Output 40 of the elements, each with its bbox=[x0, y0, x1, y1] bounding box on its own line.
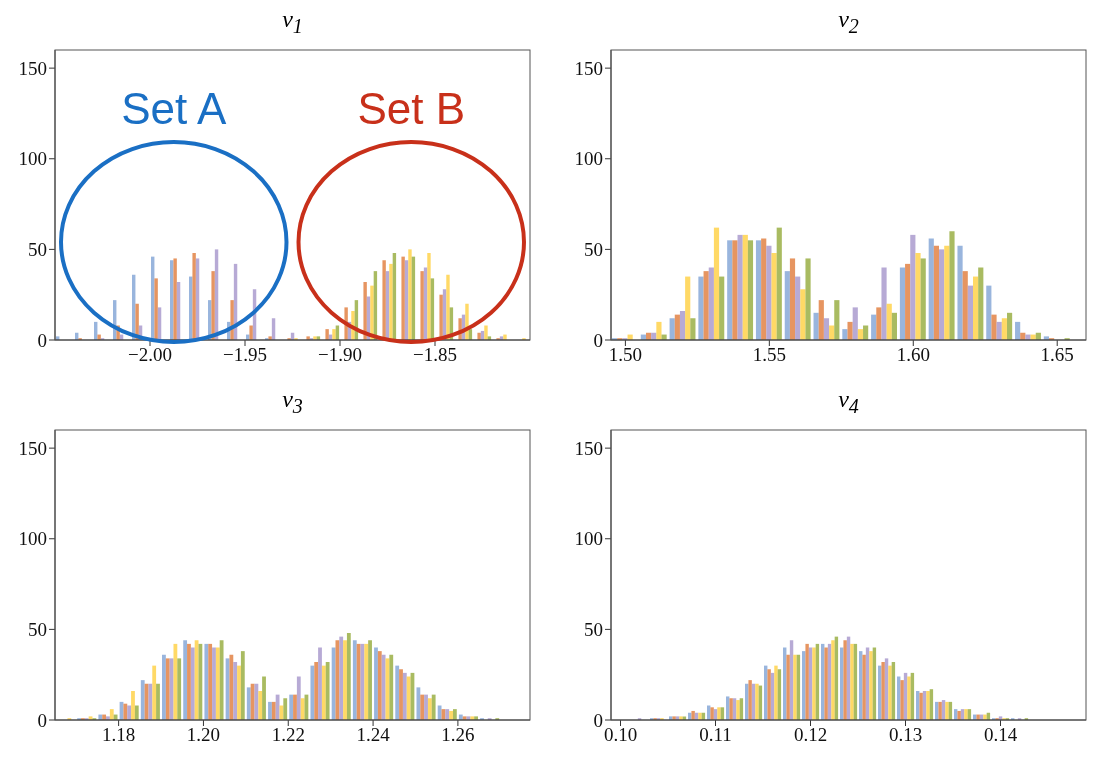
x-tick-label: 1.24 bbox=[356, 724, 391, 746]
y-tick-label: 0 bbox=[37, 709, 47, 731]
y-tick-label: 100 bbox=[574, 148, 603, 170]
x-tick-label: −1.90 bbox=[318, 344, 362, 366]
x-tick-label: 1.55 bbox=[752, 344, 786, 366]
y-tick-label: 0 bbox=[593, 709, 603, 731]
chart-title: v$_{1}$ bbox=[281, 6, 304, 39]
annotation: Set B bbox=[357, 84, 466, 133]
x-tick-label: 1.60 bbox=[896, 344, 930, 366]
annotation: Set A bbox=[121, 84, 227, 133]
chart-title: v$_{2}$ bbox=[837, 6, 860, 39]
y-tick-label: 50 bbox=[28, 239, 47, 261]
x-tick-label: 0.13 bbox=[888, 724, 923, 746]
x-tick-label: −1.85 bbox=[413, 344, 457, 366]
x-tick-label: 1.26 bbox=[441, 724, 475, 746]
x-tick-label: 1.20 bbox=[186, 724, 221, 746]
y-tick-label: 50 bbox=[28, 619, 47, 641]
y-tick-label: 50 bbox=[584, 619, 603, 641]
y-tick-label: 100 bbox=[18, 528, 47, 550]
y-tick-label: 100 bbox=[574, 528, 603, 550]
chart-title: v$_{4}$ bbox=[837, 386, 860, 419]
chart-title: v$_{3}$ bbox=[281, 386, 304, 419]
x-tick-label: 0.11 bbox=[699, 724, 732, 746]
x-tick-label: −1.95 bbox=[223, 344, 267, 366]
x-tick-label: 1.50 bbox=[608, 344, 643, 366]
x-tick-label: 0.12 bbox=[793, 724, 828, 746]
x-tick-label: 1.18 bbox=[101, 724, 136, 746]
y-tick-label: 50 bbox=[584, 239, 603, 261]
x-tick-label: 1.65 bbox=[1040, 344, 1074, 366]
x-tick-label: −2.00 bbox=[128, 344, 172, 366]
y-tick-label: 100 bbox=[18, 148, 47, 170]
y-tick-label: 150 bbox=[18, 57, 47, 79]
y-tick-label: 0 bbox=[37, 329, 47, 351]
y-tick-label: 150 bbox=[574, 437, 603, 459]
y-tick-label: 0 bbox=[593, 329, 603, 351]
y-tick-label: 150 bbox=[18, 437, 47, 459]
x-tick-label: 0.14 bbox=[983, 724, 1018, 746]
x-tick-label: 1.22 bbox=[271, 724, 305, 746]
y-tick-label: 150 bbox=[574, 57, 603, 79]
x-tick-label: 0.10 bbox=[603, 724, 638, 746]
